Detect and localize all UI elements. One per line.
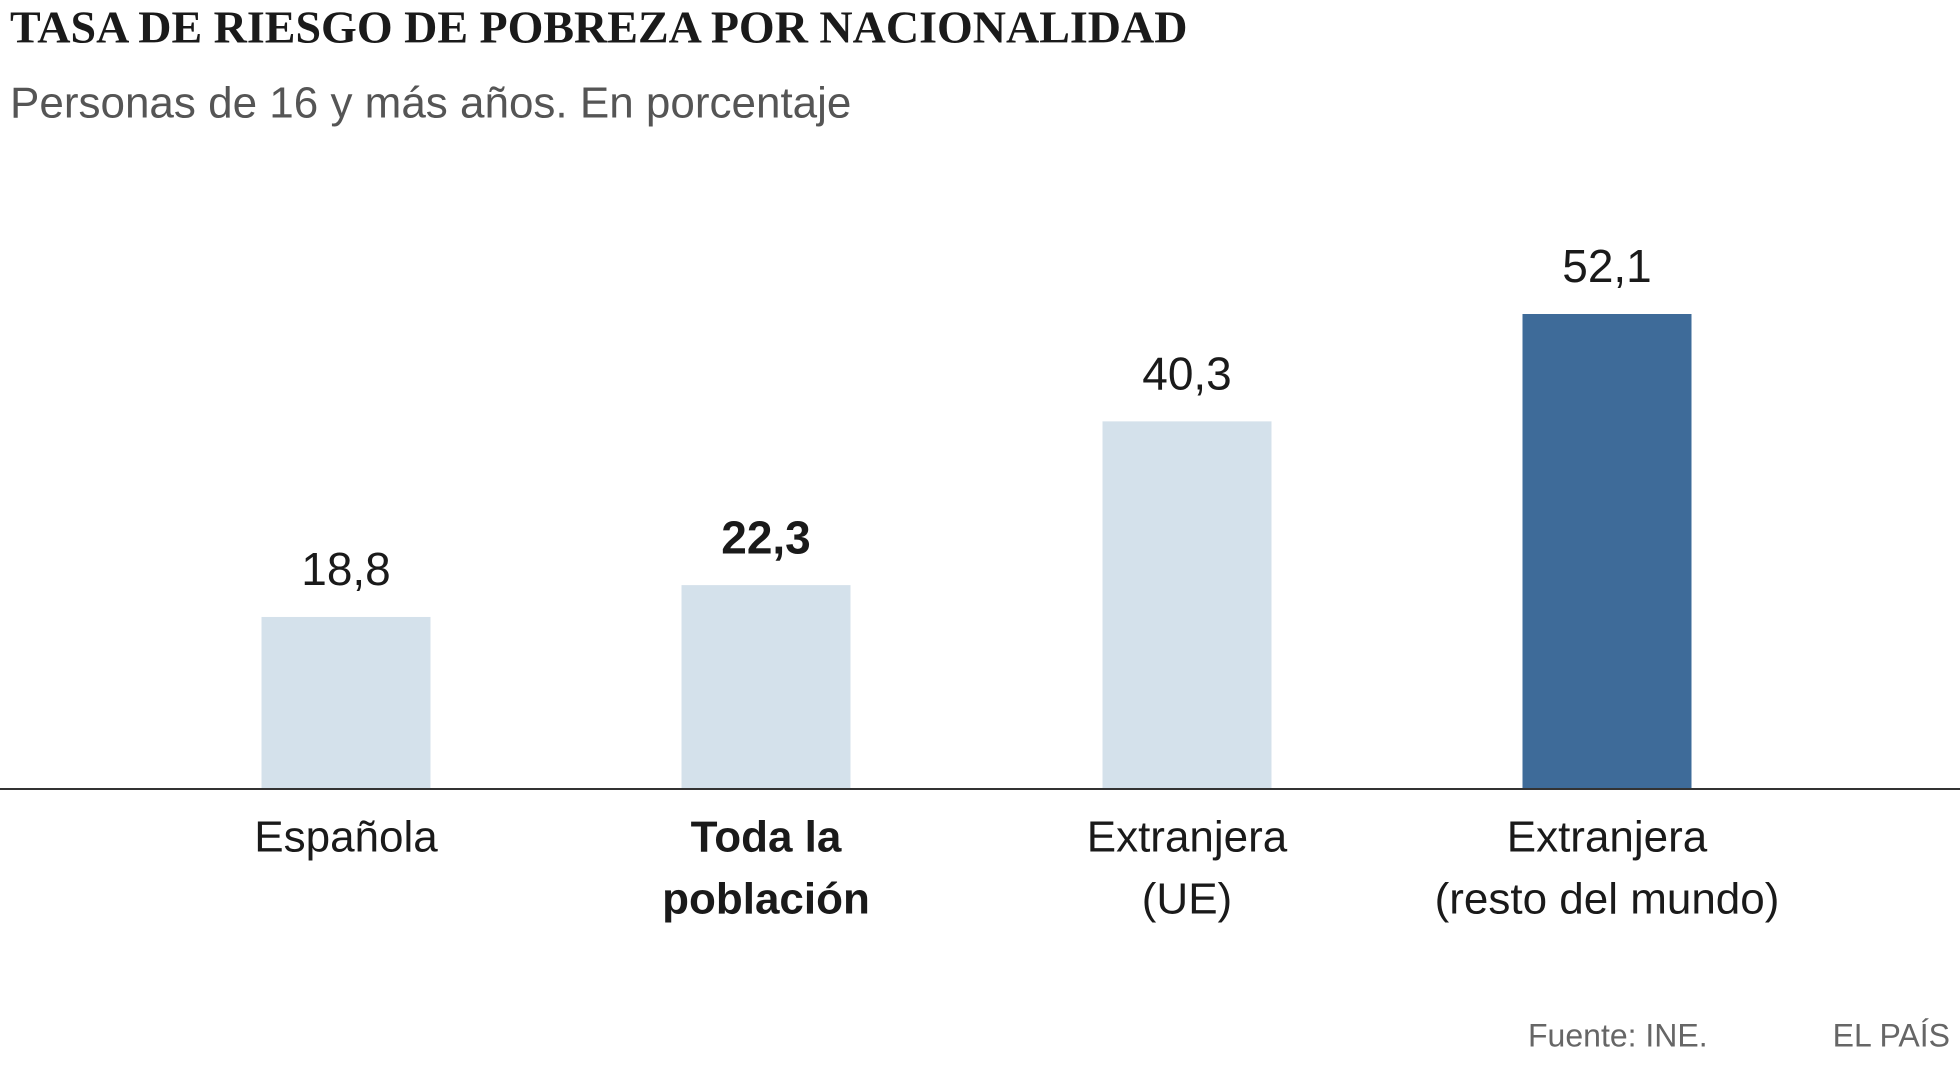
x-tick-label: Española: [254, 813, 438, 862]
x-tick-label: población: [662, 875, 870, 924]
bar: [1522, 314, 1692, 788]
x-tick-label: (resto del mundo): [1435, 875, 1780, 924]
value-label: 22,3: [721, 511, 811, 563]
source: Fuente: INE.: [1528, 1017, 1708, 1053]
chart-title: TASA DE RIESGO DE POBREZA POR NACIONALID…: [10, 2, 1187, 53]
x-tick-label: (UE): [1142, 875, 1232, 924]
value-label: 18,8: [301, 543, 391, 595]
x-tick-label: Extranjera: [1507, 813, 1708, 862]
brand: EL PAÍS: [1833, 1017, 1950, 1053]
x-tick-label: Toda la: [691, 813, 842, 862]
bar: [1102, 421, 1272, 788]
value-label: 52,1: [1562, 240, 1652, 292]
x-tick-label: Extranjera: [1087, 813, 1288, 862]
bar: [261, 616, 431, 788]
bar: [681, 585, 851, 788]
value-label: 40,3: [1142, 348, 1232, 400]
chart-subtitle: Personas de 16 y más años. En porcentaje: [10, 79, 851, 128]
